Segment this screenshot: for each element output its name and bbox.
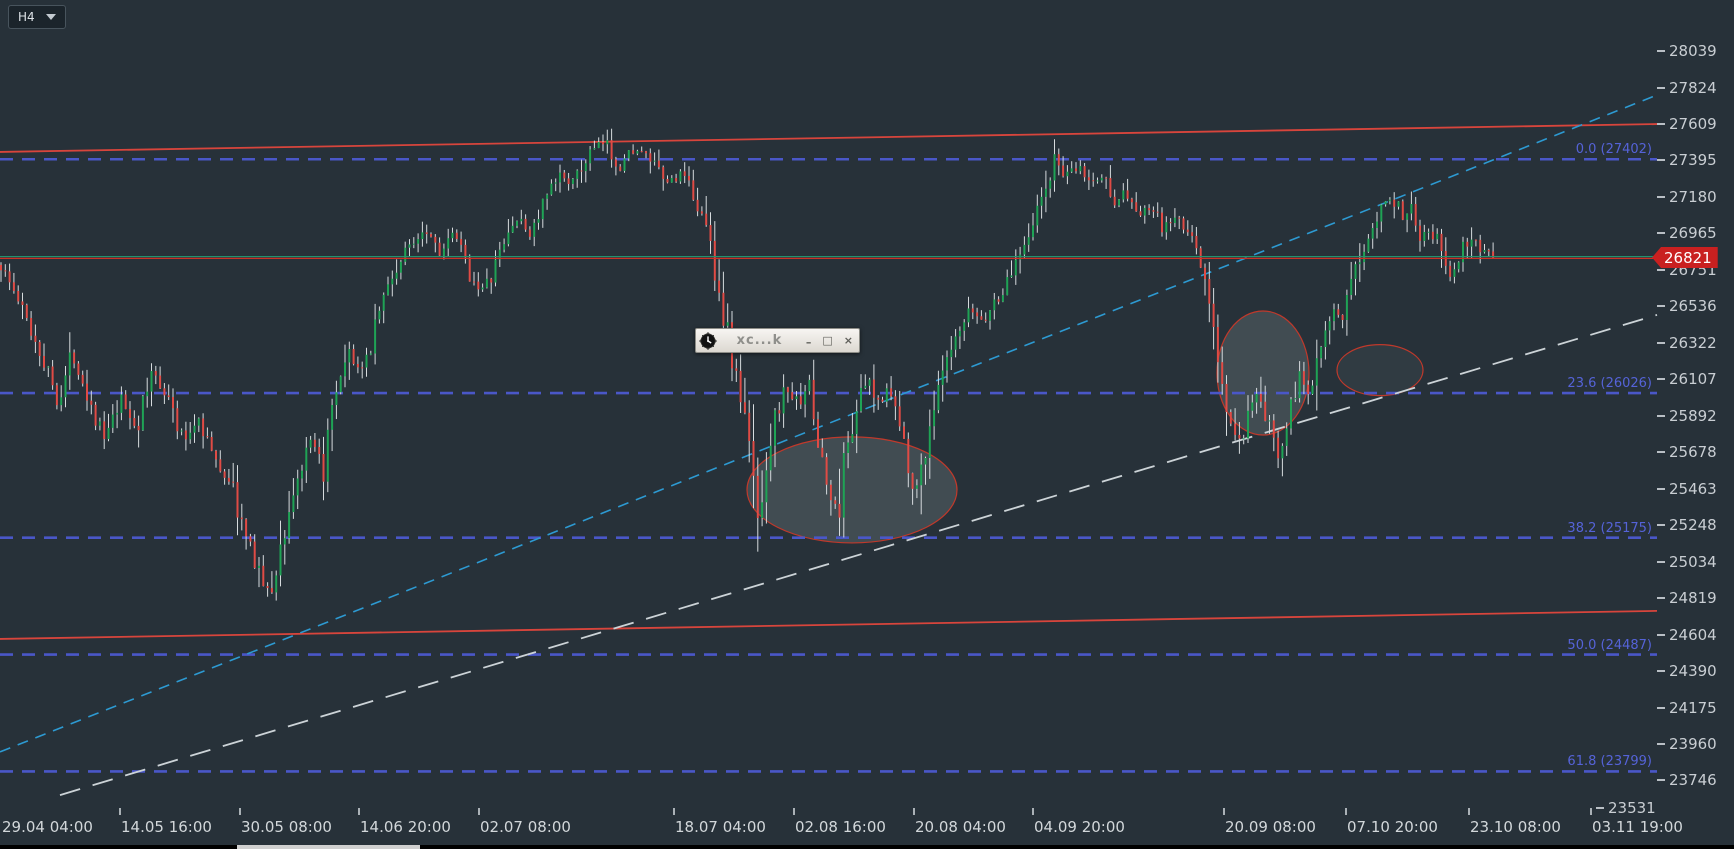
price-axis-label: 28039 <box>1657 42 1717 60</box>
time-axis-tick <box>913 808 915 815</box>
fib-level-label: 61.8 (23799) <box>1567 754 1652 769</box>
window-maximize-button[interactable]: □ <box>822 334 833 347</box>
price-axis-label: 25034 <box>1657 553 1717 571</box>
time-axis-label: 29.04 04:00 <box>2 818 93 836</box>
time-axis-tick <box>673 808 675 815</box>
price-axis-label: 26536 <box>1657 297 1717 315</box>
time-axis-label: 14.06 20:00 <box>360 818 451 836</box>
price-axis-label: 25463 <box>1657 480 1717 498</box>
taskbar-edge <box>0 845 1734 849</box>
price-axis-label: 26965 <box>1657 224 1717 242</box>
trendline-channel-upper <box>0 123 1658 153</box>
price-axis-label: 23746 <box>1657 771 1717 789</box>
price-axis-label: 26107 <box>1657 370 1717 388</box>
fib-level-label: 50.0 (24487) <box>1567 638 1652 653</box>
time-axis-tick <box>239 808 241 815</box>
time-axis-tick <box>1345 808 1347 815</box>
price-axis-label: 25248 <box>1657 516 1717 534</box>
timeframe-label: H4 <box>18 10 35 24</box>
time-axis-label: 02.07 08:00 <box>480 818 571 836</box>
ellipse-annotation-august-lows <box>746 436 958 544</box>
price-axis-label: 25678 <box>1657 443 1717 461</box>
price-axis-label: 27609 <box>1657 115 1717 133</box>
price-axis-label: 24604 <box>1657 626 1717 644</box>
time-axis-label: 20.09 08:00 <box>1225 818 1316 836</box>
fib-level-label: 23.6 (26026) <box>1567 376 1652 391</box>
window-title: xc...k <box>736 333 783 348</box>
time-axis-tick <box>1032 808 1034 815</box>
price-axis-label: 23960 <box>1657 735 1717 753</box>
time-axis-tick <box>358 808 360 815</box>
time-axis-tick <box>1223 808 1225 815</box>
price-axis-label: 23531 <box>1596 799 1656 817</box>
time-axis-tick <box>119 808 121 815</box>
time-axis-label: 14.05 16:00 <box>121 818 212 836</box>
time-axis-label: 20.08 04:00 <box>915 818 1006 836</box>
trendline-white-uptrend <box>59 314 1658 796</box>
time-axis-label: 02.08 16:00 <box>795 818 886 836</box>
candles <box>0 128 1495 601</box>
time-axis-label: 23.10 08:00 <box>1470 818 1561 836</box>
ellipse-annotation-october-low <box>1216 310 1310 436</box>
fib-level-label: 38.2 (25175) <box>1567 521 1652 536</box>
time-axis-label: 30.05 08:00 <box>241 818 332 836</box>
window-clock-icon <box>699 331 717 350</box>
price-axis-label: 27180 <box>1657 188 1717 206</box>
time-axis-label: 03.11 19:00 <box>1592 818 1683 836</box>
timeframe-selector[interactable]: H4 <box>8 5 66 29</box>
time-axis-label: 04.09 20:00 <box>1034 818 1125 836</box>
time-axis-tick <box>478 808 480 815</box>
floating-window[interactable]: xc...k – □ × <box>695 328 860 353</box>
price-axis-label: 24819 <box>1657 589 1717 607</box>
window-close-button[interactable]: × <box>843 334 853 347</box>
price-axis-label: 26322 <box>1657 334 1717 352</box>
price-axis-label: 24175 <box>1657 699 1717 717</box>
taskbar-edge-highlight <box>237 845 420 849</box>
time-axis-label: 18.07 04:00 <box>675 818 766 836</box>
chevron-down-icon <box>46 14 56 20</box>
price-axis-label: 27824 <box>1657 79 1717 97</box>
price-axis-label: 25892 <box>1657 407 1717 425</box>
current-price-value: 26821 <box>1664 248 1712 267</box>
fib-level-label: 0.0 (27402) <box>1575 142 1652 157</box>
time-axis-label: 07.10 20:00 <box>1347 818 1438 836</box>
price-axis-label: 24390 <box>1657 662 1717 680</box>
trendline-channel-lower <box>0 609 1658 640</box>
time-axis-tick <box>1468 808 1470 815</box>
window-minimize-button[interactable]: – <box>805 336 812 349</box>
time-axis-tick <box>793 808 795 815</box>
ellipse-annotation-pullback-zone <box>1336 344 1424 397</box>
price-axis-label: 27395 <box>1657 151 1717 169</box>
time-axis-tick <box>1590 808 1592 815</box>
current-price-badge: 26821 <box>1652 247 1718 268</box>
